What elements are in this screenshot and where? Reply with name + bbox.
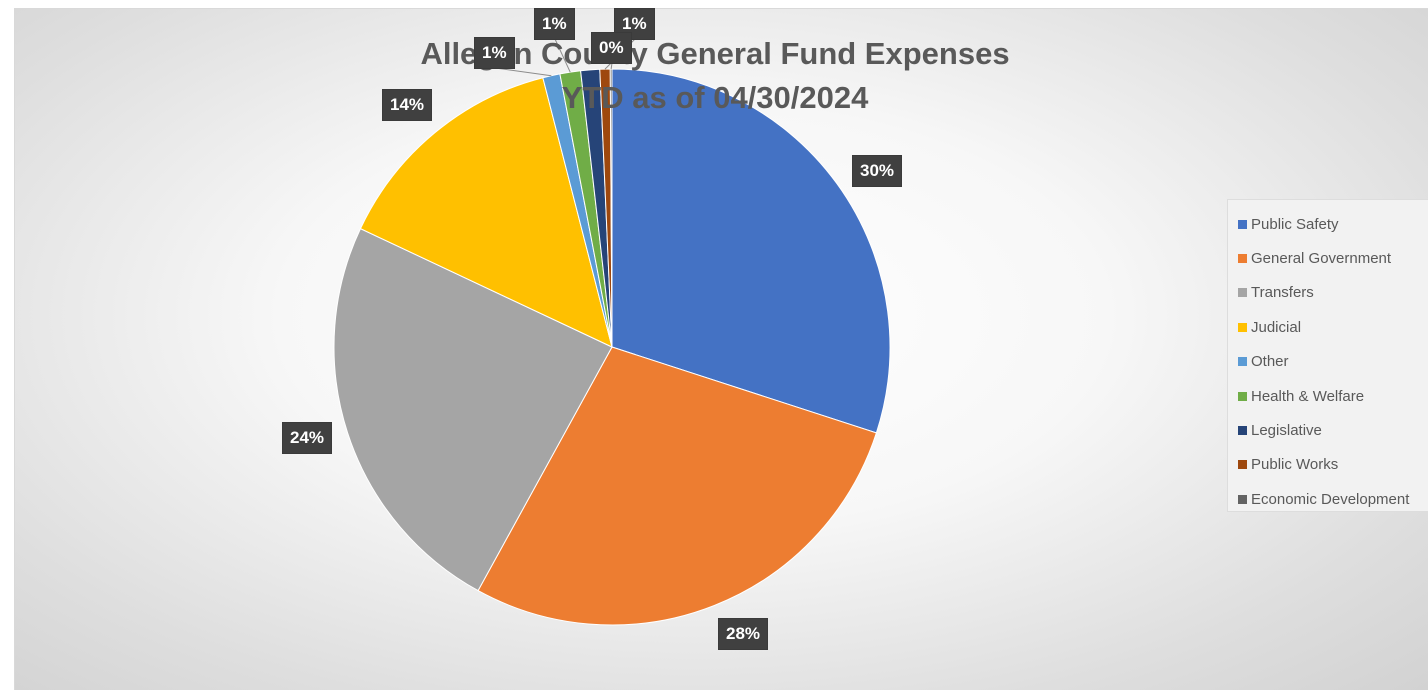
legend-label: Judicial [1251, 318, 1302, 336]
legend-label: Legislative [1251, 422, 1322, 440]
legend-item-public-safety: Public Safety [1228, 207, 1428, 241]
legend-item-public-works: Public Works [1228, 448, 1428, 482]
legend-label: Economic Development [1251, 490, 1410, 508]
legend-swatch [1238, 460, 1247, 470]
legend-item-economic-development: Economic Development [1228, 482, 1428, 516]
legend-swatch [1238, 254, 1247, 264]
pie-slice-judicial [359, 77, 613, 348]
data-label-transfers: 24% [283, 423, 332, 453]
legend-swatch [1238, 288, 1247, 298]
pie-slice-transfers [333, 227, 613, 592]
legend-swatch [1238, 322, 1247, 332]
pie-chart [333, 38, 891, 626]
pie-slice-economic-development [609, 68, 613, 348]
data-label-health-and-welfare: 1% [535, 9, 574, 39]
leader-line-economic-development [610, 62, 613, 70]
pie-slice-public-safety [611, 68, 891, 434]
pie-slice-general-government [477, 346, 878, 626]
legend-item-other: Other [1228, 345, 1428, 379]
data-label-general-government: 28% [719, 619, 768, 649]
legend-label: Other [1251, 353, 1289, 371]
data-label-economic-development: 0% [592, 33, 631, 63]
legend-swatch [1238, 219, 1247, 229]
legend-item-transfers: Transfers [1228, 276, 1428, 310]
legend-swatch [1238, 426, 1247, 436]
legend-swatch [1238, 494, 1247, 504]
data-label-other: 1% [475, 38, 514, 68]
legend-item-health-and-welfare: Health & Welfare [1228, 379, 1428, 413]
legend-label: Health & Welfare [1251, 387, 1365, 405]
chart-legend: Public Safety General Government Transfers… [1227, 199, 1428, 512]
legend-swatch [1238, 357, 1247, 367]
legend-label: General Government [1251, 250, 1392, 268]
leader-line-other [494, 67, 552, 77]
legend-item-general-government: General Government [1228, 241, 1428, 275]
data-label-judicial: 14% [383, 90, 432, 120]
legend-item-legislative: Legislative [1228, 413, 1428, 447]
legend-label: Transfers [1251, 284, 1314, 302]
legend-label: Public Safety [1251, 215, 1339, 233]
chart-area: Allegan County General Fund Expenses YTD… [14, 8, 1428, 690]
leader-line-health-and-welfare [554, 38, 571, 73]
legend-label: Public Works [1251, 456, 1339, 474]
chart-title-line-2: YTD as of 04/30/2024 [561, 80, 869, 115]
legend-item-judicial: Judicial [1228, 310, 1428, 344]
legend-swatch [1238, 391, 1247, 401]
data-label-public-safety: 30% [853, 156, 902, 186]
chart-title-line-1: Allegan County General Fund Expenses [420, 36, 1010, 71]
